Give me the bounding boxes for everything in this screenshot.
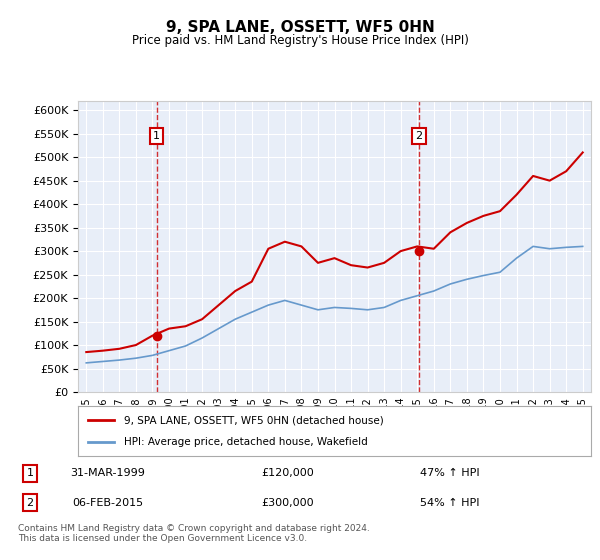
Text: 31-MAR-1999: 31-MAR-1999 bbox=[71, 468, 145, 478]
Text: Price paid vs. HM Land Registry's House Price Index (HPI): Price paid vs. HM Land Registry's House … bbox=[131, 34, 469, 46]
Text: 54% ↑ HPI: 54% ↑ HPI bbox=[420, 498, 480, 507]
Text: £300,000: £300,000 bbox=[262, 498, 314, 507]
Text: 2: 2 bbox=[415, 131, 422, 141]
Text: 9, SPA LANE, OSSETT, WF5 0HN: 9, SPA LANE, OSSETT, WF5 0HN bbox=[166, 20, 434, 35]
Text: 06-FEB-2015: 06-FEB-2015 bbox=[73, 498, 143, 507]
Text: 1: 1 bbox=[26, 468, 34, 478]
Text: HPI: Average price, detached house, Wakefield: HPI: Average price, detached house, Wake… bbox=[124, 437, 368, 447]
Text: 9, SPA LANE, OSSETT, WF5 0HN (detached house): 9, SPA LANE, OSSETT, WF5 0HN (detached h… bbox=[124, 415, 384, 425]
Text: 1: 1 bbox=[153, 131, 160, 141]
Text: 47% ↑ HPI: 47% ↑ HPI bbox=[420, 468, 480, 478]
Text: £120,000: £120,000 bbox=[262, 468, 314, 478]
Text: 2: 2 bbox=[26, 498, 34, 507]
Text: Contains HM Land Registry data © Crown copyright and database right 2024.
This d: Contains HM Land Registry data © Crown c… bbox=[18, 524, 370, 543]
